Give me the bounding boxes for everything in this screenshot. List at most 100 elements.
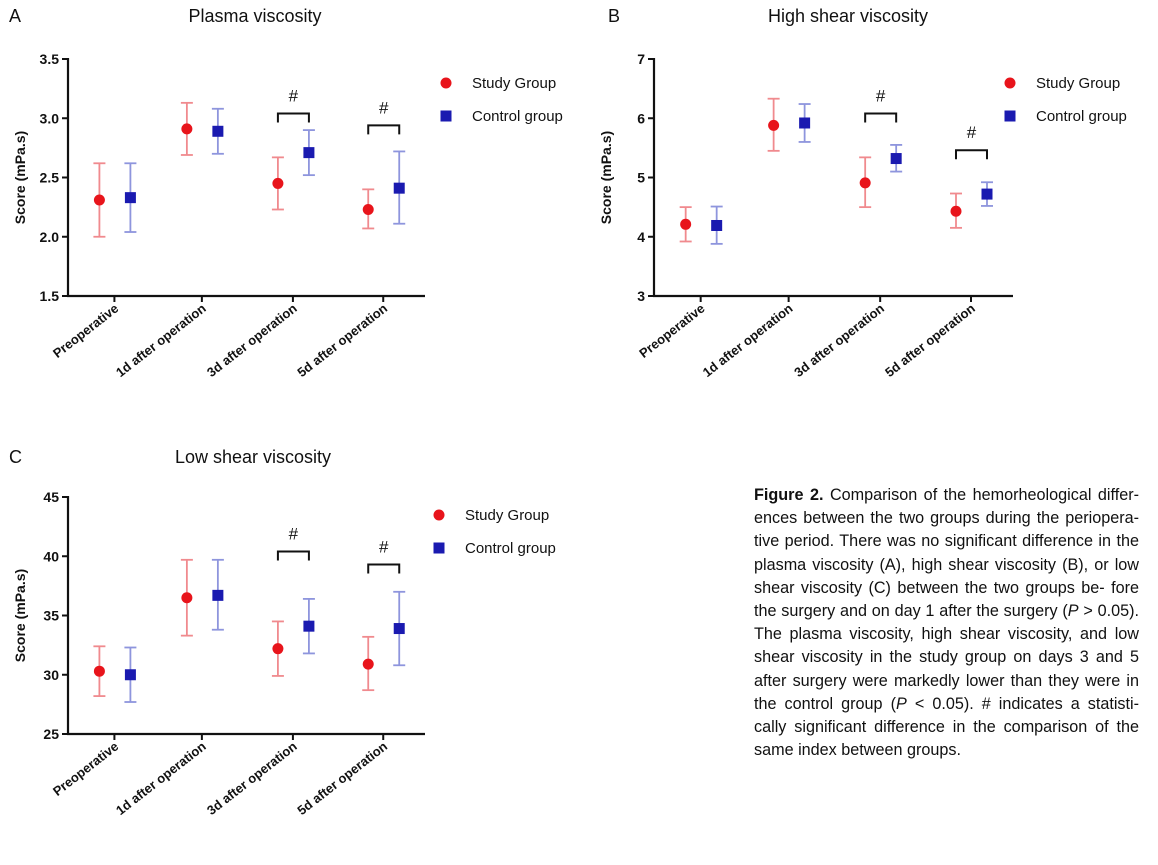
y-tick-label: 4	[637, 229, 645, 245]
data-point-control	[393, 623, 405, 635]
chart-panel-a: A Plasma viscosity 1.5 2.0 2.5 3.0 3.5 Score (m…	[9, 6, 563, 380]
caption-line: tive period. There was no significant di…	[754, 532, 1112, 551]
caption-line: in the control group (	[754, 671, 1140, 713]
data-point-study	[93, 194, 105, 206]
y-axis-label: Score (mPa.s)	[12, 131, 28, 224]
x-tick-label: Preoperative	[636, 301, 707, 361]
caption-line: ences between the two groups during the …	[754, 509, 1139, 528]
caption-line: cally significant difference in the comp…	[754, 718, 1139, 737]
x-tick-label: 5d after operation	[882, 301, 978, 380]
data-point-study	[181, 123, 193, 135]
chart-panel-b: B High shear viscosity 3 4 5 6 7 Score (mPa.s) P…	[598, 6, 1127, 380]
panel-letter: B	[608, 6, 620, 26]
y-tick-label: 2.5	[40, 170, 60, 186]
caption-line: < 0.05). # indicates a statisti-	[906, 694, 1139, 713]
data-point-control	[799, 117, 811, 129]
y-tick-label: 40	[43, 548, 59, 564]
significance-mark: #	[967, 123, 977, 142]
panel-title: Low shear viscosity	[175, 447, 331, 467]
y-tick-label: 25	[43, 726, 59, 742]
data-point-control	[212, 589, 224, 601]
y-tick-label: 3	[637, 288, 645, 304]
x-tick-label: 1d after operation	[113, 301, 209, 380]
x-tick-label: 5d after operation	[294, 739, 390, 818]
caption-label: Figure 2.	[754, 486, 824, 504]
significance-bracket	[367, 563, 401, 574]
legend-marker-control	[1004, 110, 1016, 122]
x-tick-label: Preoperative	[50, 301, 121, 361]
x-tick-label: 1d after operation	[700, 301, 796, 380]
caption-line: low shear viscosity (C) between the two …	[754, 555, 1139, 597]
legend-label: Study Group	[465, 507, 549, 524]
panel-letter: C	[9, 447, 22, 467]
y-axis-label: Score (mPa.s)	[12, 569, 28, 662]
caption-line: same index between groups.	[754, 741, 961, 760]
panel-title: High shear viscosity	[768, 6, 928, 26]
legend-label: Study Group	[472, 75, 556, 92]
x-tick-label: 3d after operation	[204, 301, 300, 380]
data-point-study	[950, 205, 962, 217]
y-tick-label: 3.0	[40, 110, 60, 126]
y-tick-label: 1.5	[40, 288, 60, 304]
x-tick-label: 3d after operation	[791, 301, 887, 380]
data-point-study	[272, 177, 284, 189]
chart-panel-c: C Low shear viscosity 25 30 35 40 45 Score (mPa…	[9, 447, 556, 818]
legend-marker-control	[433, 542, 445, 554]
significance-bracket	[276, 550, 310, 561]
significance-mark: #	[379, 538, 389, 557]
data-point-control	[212, 125, 224, 137]
data-point-study	[859, 177, 871, 189]
legend-marker-study	[433, 509, 445, 521]
y-tick-label: 30	[43, 667, 59, 683]
data-point-control	[124, 192, 136, 204]
data-point-study	[272, 643, 284, 655]
data-point-control	[124, 669, 136, 681]
caption-p-value: P	[895, 694, 907, 713]
caption-line: Comparison of the hemorheological differ…	[829, 486, 1139, 504]
legend-label: Control group	[1036, 108, 1127, 125]
legend-marker-study	[440, 77, 452, 89]
y-tick-label: 6	[637, 110, 645, 126]
data-point-study	[93, 665, 105, 677]
data-point-study	[181, 592, 193, 604]
caption-line: fore the surgery and on day 1 after the …	[754, 578, 1139, 621]
legend-marker-study	[1004, 77, 1016, 89]
significance-mark: #	[289, 87, 299, 106]
data-point-control	[890, 153, 902, 165]
significance-bracket	[276, 112, 310, 123]
caption-line: >	[1078, 602, 1093, 621]
y-tick-label: 7	[637, 51, 645, 67]
y-tick-label: 45	[43, 489, 59, 505]
data-point-control	[711, 219, 723, 231]
y-tick-label: 35	[43, 608, 59, 624]
significance-mark: #	[876, 87, 886, 106]
y-axis-label: Score (mPa.s)	[598, 131, 614, 224]
significance-bracket	[954, 149, 988, 160]
significance-mark: #	[289, 525, 299, 544]
x-tick-label: Preoperative	[50, 739, 121, 799]
figure-caption: Figure 2. Comparison of the hemorheologi…	[754, 484, 1139, 762]
legend-marker-control	[440, 110, 452, 122]
legend-label: Study Group	[1036, 75, 1120, 92]
data-point-control	[981, 188, 993, 200]
caption-line: the plasma viscosity (A), high shear vis…	[754, 532, 1139, 574]
legend-label: Control group	[472, 108, 563, 125]
panel-letter: A	[9, 6, 21, 26]
caption-line: low shear viscosity in the study group o…	[754, 625, 1139, 667]
data-point-study	[680, 218, 692, 230]
x-tick-label: 1d after operation	[113, 739, 209, 818]
data-point-control	[303, 620, 315, 632]
panel-title: Plasma viscosity	[188, 6, 321, 26]
data-point-study	[362, 658, 374, 670]
data-point-control	[393, 182, 405, 194]
data-point-study	[768, 119, 780, 131]
y-tick-label: 5	[637, 170, 645, 186]
y-tick-label: 2.0	[40, 229, 60, 245]
significance-bracket	[367, 124, 401, 135]
x-tick-label: 5d after operation	[294, 301, 390, 380]
legend-label: Control group	[465, 540, 556, 557]
caption-line: 0.05). The plasma viscosity, high shear …	[754, 602, 1140, 644]
y-tick-label: 3.5	[40, 51, 60, 67]
significance-bracket	[864, 112, 898, 123]
